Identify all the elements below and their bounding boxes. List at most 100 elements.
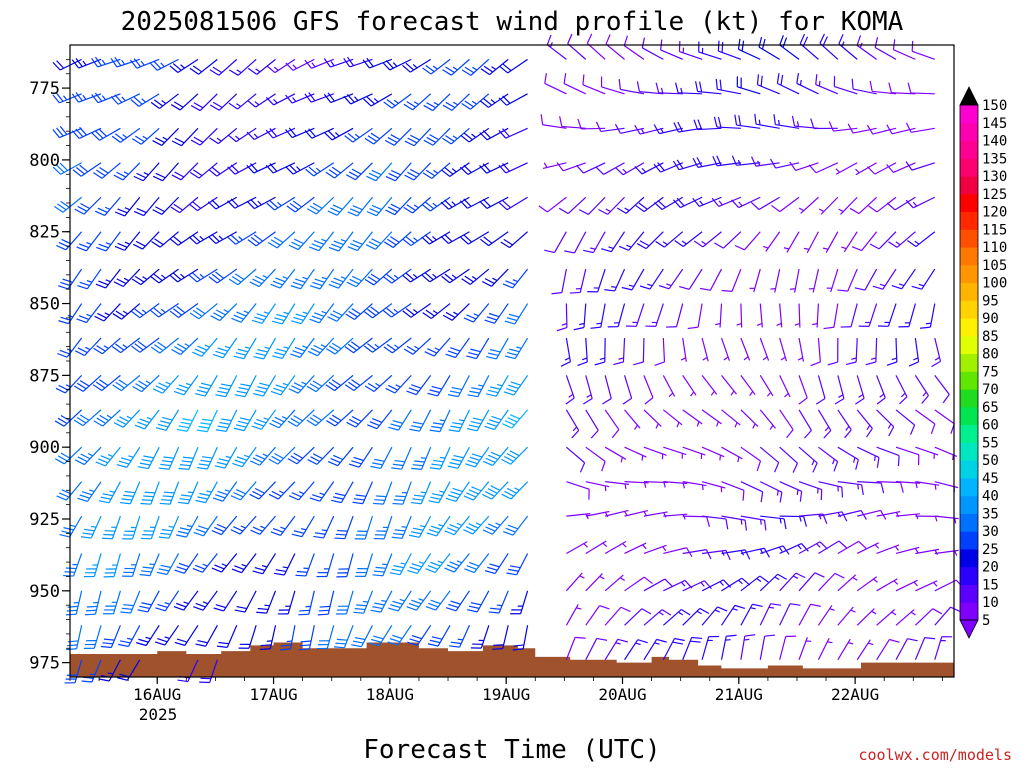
wind-barb	[111, 127, 141, 143]
barb-feather	[932, 608, 943, 615]
wind-barb	[577, 118, 606, 130]
barb-feather	[366, 175, 377, 182]
barb-feather	[838, 540, 848, 549]
barb-feather	[176, 428, 188, 432]
barb-shaft	[758, 196, 780, 211]
wind-barb	[694, 81, 722, 95]
barb-feather	[411, 467, 422, 470]
x-year-label: 2025	[139, 705, 178, 724]
wind-barb	[209, 127, 238, 145]
barb-shaft	[158, 303, 179, 318]
barb-halffeather	[471, 275, 477, 280]
barb-feather	[348, 310, 358, 318]
barb-feather	[446, 527, 458, 533]
barb-feather	[77, 456, 88, 463]
barb-halffeather	[311, 62, 316, 68]
barb-feather	[641, 608, 652, 615]
barb-halffeather	[756, 578, 762, 583]
wind-barb	[362, 57, 393, 69]
barb-feather	[65, 613, 77, 616]
barb-feather	[216, 645, 228, 648]
wind-barb	[808, 268, 820, 293]
barb-shaft	[779, 636, 787, 660]
wind-barb	[249, 268, 276, 288]
barb-feather	[189, 171, 200, 179]
wind-barb	[759, 634, 776, 660]
barb-shaft	[642, 338, 645, 363]
barb-shaft	[566, 481, 590, 490]
barb-feather	[333, 454, 344, 461]
barb-shaft	[604, 375, 612, 399]
wind-barb	[798, 481, 823, 500]
wind-barb	[614, 123, 645, 134]
barb-feather	[265, 164, 274, 174]
barb-feather	[80, 536, 92, 539]
barb-halffeather	[160, 308, 166, 314]
barb-feather	[656, 638, 667, 643]
barb-feather	[333, 496, 344, 500]
barb-feather	[309, 246, 320, 252]
barb-feather	[137, 609, 148, 613]
barb-feather	[833, 461, 839, 472]
barb-feather	[482, 460, 493, 467]
barb-feather	[578, 209, 589, 215]
barb-feather	[463, 495, 474, 501]
barb-halffeather	[334, 131, 340, 137]
barb-feather	[169, 274, 179, 283]
barb-feather	[433, 459, 444, 463]
barb-shaft	[392, 337, 412, 354]
wind-barb	[749, 268, 761, 293]
barb-feather	[484, 319, 495, 324]
wind-barb	[444, 553, 470, 573]
barb-feather	[391, 536, 403, 539]
barb-feather	[190, 104, 201, 112]
barb-halffeather	[662, 241, 668, 246]
barb-shaft	[852, 127, 877, 134]
wind-barb	[564, 231, 587, 254]
wind-barb	[590, 303, 606, 329]
barb-feather	[614, 123, 621, 134]
wind-barb	[934, 636, 953, 660]
barb-feather	[673, 122, 679, 133]
barb-feather	[307, 350, 318, 357]
colorbar-label: 110	[982, 240, 1007, 256]
barb-feather	[799, 491, 803, 502]
wind-barb	[370, 446, 393, 469]
wind-barb	[666, 303, 684, 328]
barb-feather	[502, 283, 513, 289]
barb-feather	[676, 159, 684, 169]
barb-feather	[232, 462, 243, 468]
barb-shaft	[120, 127, 141, 143]
wind-barb	[721, 409, 741, 428]
barb-shaft	[779, 196, 800, 213]
barb-feather	[676, 197, 685, 207]
barb-feather	[445, 101, 456, 109]
barb-feather	[482, 493, 493, 500]
wind-barb	[327, 446, 354, 467]
barb-feather	[479, 165, 488, 174]
barb-feather	[331, 499, 342, 504]
barb-feather	[464, 568, 475, 574]
barb-halffeather	[261, 565, 268, 568]
barb-feather	[754, 113, 757, 125]
barb-feather	[472, 417, 484, 421]
barb-halffeather	[710, 390, 715, 396]
barb-feather	[422, 67, 432, 75]
barb-feather	[911, 285, 922, 290]
barb-feather	[504, 320, 516, 325]
barb-feather	[425, 65, 435, 73]
wind-barb	[712, 155, 741, 167]
wind-barb	[444, 515, 470, 536]
barb-feather	[444, 233, 453, 242]
barb-feather	[271, 419, 282, 426]
barb-halffeather	[340, 276, 347, 280]
barb-shaft	[505, 127, 528, 139]
barb-feather	[306, 385, 317, 393]
barb-feather	[196, 429, 208, 433]
barb-shaft	[573, 231, 587, 254]
barb-halffeather	[161, 100, 167, 105]
barb-feather	[616, 207, 627, 214]
wind-barb	[460, 231, 490, 245]
barb-feather	[137, 340, 147, 349]
colorbar-label: 70	[982, 382, 999, 398]
